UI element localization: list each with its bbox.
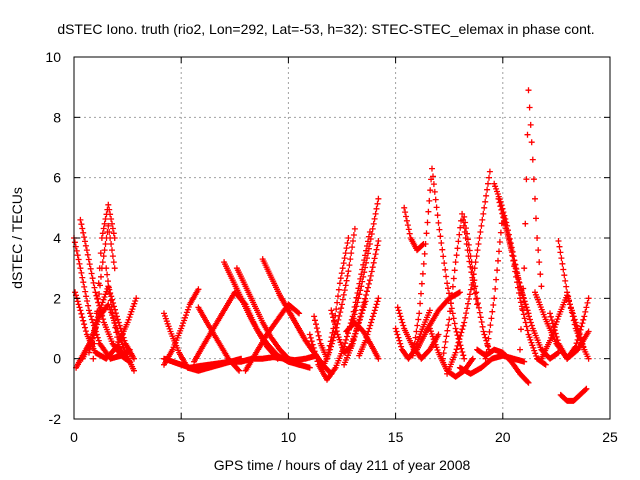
x-tick-label: 20 xyxy=(495,429,511,445)
data-arc xyxy=(414,289,463,353)
x-tick-label: 5 xyxy=(177,429,185,445)
arc-markers xyxy=(90,201,118,362)
y-axis-label: dSTEC / TECUs xyxy=(9,187,25,289)
arc-markers xyxy=(103,265,129,362)
y-tick-label: 8 xyxy=(53,109,61,125)
x-tick-label: 15 xyxy=(388,429,404,445)
chart-title: dSTEC Iono. truth (rio2, Lon=292, Lat=-5… xyxy=(57,21,594,37)
data-arc xyxy=(242,301,303,374)
arc-markers xyxy=(195,304,243,374)
data-arc xyxy=(86,222,118,356)
data-arc xyxy=(343,319,382,362)
x-axis-label: GPS time / hours of day 211 of year 2008 xyxy=(214,457,471,473)
y-tick-label: 10 xyxy=(45,49,61,65)
y-tick-label: 6 xyxy=(53,170,61,186)
arc-markers xyxy=(356,295,382,359)
y-tick-label: 2 xyxy=(53,290,61,306)
data-arc xyxy=(517,87,545,353)
arc-markers xyxy=(414,289,463,353)
data-arc xyxy=(401,204,427,254)
arc-markers xyxy=(555,238,592,362)
arc-markers xyxy=(444,168,493,377)
data-arc xyxy=(557,385,590,404)
y-tick-label: -2 xyxy=(49,411,62,427)
data-arc xyxy=(474,346,532,386)
arc-markers xyxy=(341,238,382,368)
data-points xyxy=(71,87,592,404)
arc-markers xyxy=(517,87,545,353)
x-tick-label: 10 xyxy=(281,429,297,445)
data-arc xyxy=(161,286,202,368)
axis-ticks: 0 5 10 15 20 25 -2 0 2 4 6 8 10 xyxy=(45,49,618,445)
y-tick-label: 0 xyxy=(53,351,61,367)
x-tick-label: 25 xyxy=(602,429,618,445)
data-arc xyxy=(341,238,382,368)
arc-markers xyxy=(242,301,303,374)
y-tick-label: 4 xyxy=(53,230,61,246)
data-arc xyxy=(444,168,493,377)
data-arc xyxy=(356,295,382,359)
arc-markers xyxy=(557,385,590,404)
data-arc xyxy=(90,201,118,362)
arc-markers xyxy=(474,346,532,386)
data-arc xyxy=(103,265,129,362)
arc-markers xyxy=(343,319,382,362)
arc-markers xyxy=(161,286,202,368)
arc-markers xyxy=(401,204,427,254)
data-arc xyxy=(195,304,243,374)
arc-markers xyxy=(86,222,118,356)
x-tick-label: 0 xyxy=(70,429,78,445)
data-arc xyxy=(555,238,592,362)
